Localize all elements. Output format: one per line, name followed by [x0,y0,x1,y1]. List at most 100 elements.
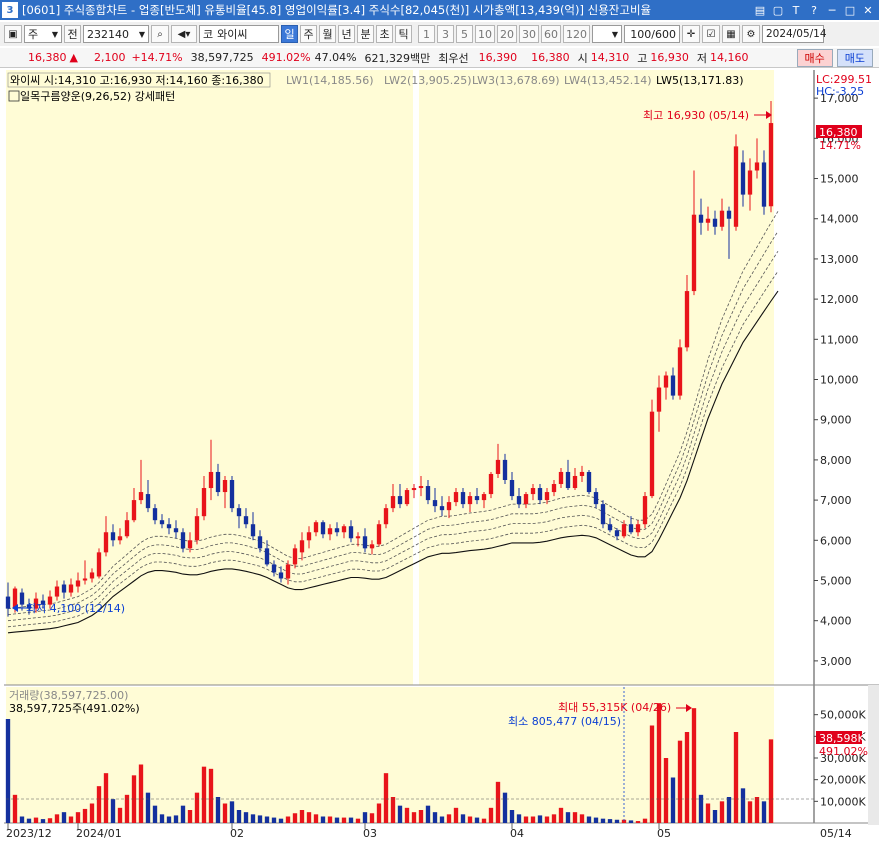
candle-body [96,552,102,577]
volume-bar [103,773,109,823]
candle-body [481,494,487,501]
candle-body [600,504,606,525]
period-day-button[interactable]: 일 [281,25,298,43]
candle-body [33,598,39,609]
period-year-button[interactable]: 년 [338,25,355,43]
candle-body [75,580,81,587]
volume-bar [229,801,235,823]
price-change: 2,100 [93,51,126,64]
help-icon[interactable]: ? [811,3,817,17]
interval-30-button[interactable]: 30 [519,25,539,43]
volume-bar [649,725,655,823]
period-tick-button[interactable]: 틱 [395,25,412,43]
period-second-button[interactable]: 초 [376,25,393,43]
candle-body [474,496,480,501]
volume-bar [166,816,172,823]
candle-body [229,480,235,509]
candle-body [362,536,368,549]
minimize-button[interactable]: ─ [828,3,836,17]
candle-body [656,387,662,412]
stock-chart[interactable]: 17,00016,00015,00014,00013,00012,00011,0… [0,70,879,843]
prev-button[interactable]: 전 [64,25,81,43]
memo-icon[interactable]: ▤ [754,3,766,17]
left-arrow-icon [12,604,18,612]
interval-10-button[interactable]: 10 [475,25,495,43]
link-icon[interactable]: ▢ [772,3,784,17]
stock-code-input[interactable]: 232140 ▼ [83,25,149,43]
check-icon[interactable]: ☑ [702,25,720,43]
candle-body [82,578,88,581]
volume-bar [96,786,102,823]
save-icon[interactable]: ▦ [722,25,740,43]
search-icon[interactable]: ⌕ [151,25,169,43]
interval-120-button[interactable]: 120 [563,25,590,43]
interval-3-button[interactable]: 3 [437,25,454,43]
chart-menu-icon[interactable]: ▣ [4,25,22,43]
lc-value: LC:299.51 [816,73,872,86]
volume-bar [656,703,662,823]
candle-body [383,508,389,525]
volume-bar [117,807,123,823]
volume-bar [236,810,242,823]
interval-60-button[interactable]: 60 [541,25,561,43]
market-select[interactable]: 주 ▼ [24,25,62,43]
sell-button[interactable]: 매도 [836,48,873,67]
period-week-button[interactable]: 주 [300,25,317,43]
date-input[interactable]: 2024/05/14 [762,25,827,43]
future-space [774,70,808,685]
time-tick-label: 2024/01 [76,827,122,840]
scrollbar[interactable] [868,685,879,825]
stock-name-field[interactable]: 코 와이씨 [199,25,279,43]
title-bar: 3 [0601] 주식종합차트 - 업종[반도체] 유통비율[45.8] 영업이… [0,0,879,20]
lw5-legend: LW5(13,171.83) [656,74,744,87]
candle-body [586,471,592,493]
gear-icon[interactable]: ⚙ [742,25,760,43]
fit-icon[interactable]: ✛ [682,25,700,43]
buy-button[interactable]: 매수 [796,48,833,67]
volume-bar [33,817,39,823]
candle-body [194,516,200,541]
interval-select[interactable]: ▼ [592,25,622,43]
volume-bar [306,812,312,823]
count-input[interactable]: 100/600 [624,25,680,43]
lw-band-line [7,290,779,634]
candle-body [446,502,452,511]
volume-bar [26,818,32,823]
interval-1-button[interactable]: 1 [418,25,435,43]
candle-body [432,500,438,507]
candle-body [726,210,732,219]
text-icon[interactable]: T [792,3,800,17]
candle-body [103,532,109,553]
volume-bar [159,814,165,823]
candle-body [208,471,214,489]
volume-bar [621,819,627,823]
period-minute-button[interactable]: 분 [357,25,374,43]
lw3-legend: LW3(13,678.69) [472,74,560,87]
candle-body [684,291,690,348]
sound-icon[interactable]: ◀▾ [171,25,197,43]
close-button[interactable]: ✕ [863,3,873,17]
candle-body [26,604,32,609]
volume-bar [719,801,725,823]
hc-value: HC:-3.25 [816,85,864,98]
interval-20-button[interactable]: 20 [497,25,517,43]
candle-body [117,536,123,541]
low-label: 저 [696,51,708,65]
candle-body [40,600,46,605]
volume-bar [152,805,158,823]
candle-body [523,494,529,505]
volume-bar [768,739,774,823]
interval-5-button[interactable]: 5 [456,25,473,43]
volume-tag-text: 38,598K [819,732,865,745]
candle-body [131,500,137,521]
volume-bar [334,817,340,823]
volume-bar [460,814,466,823]
candle-body [628,524,634,533]
volume-bar [614,819,620,823]
candle-body [341,526,347,533]
candle-body [537,488,543,501]
maximize-button[interactable]: □ [844,3,856,17]
period-month-button[interactable]: 월 [319,25,336,43]
volume-bar [180,805,186,823]
volume-tick-label: 30,000K [820,752,866,765]
